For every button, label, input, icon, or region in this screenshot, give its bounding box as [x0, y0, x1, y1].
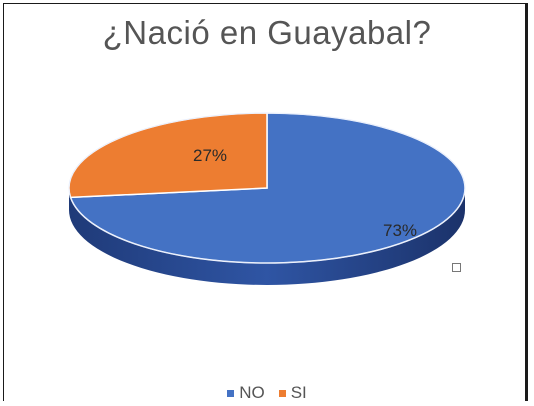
- chart-title: ¿Nació en Guayabal?: [102, 14, 432, 51]
- legend: NO SI: [0, 383, 534, 403]
- legend-swatch-si: [278, 389, 286, 397]
- legend-label-si: SI: [290, 383, 307, 402]
- legend-item-no: NO: [227, 383, 265, 403]
- legend-label-no: NO: [239, 383, 265, 402]
- legend-item-si: SI: [278, 383, 307, 403]
- legend-swatch-no: [227, 389, 235, 397]
- pie-side-no: [69, 188, 465, 285]
- small-square-marker: [452, 263, 461, 272]
- pie-label-no: 73%: [383, 221, 417, 240]
- pie-top-outline: [68, 112, 466, 264]
- chart-frame: [3, 3, 528, 401]
- pie-slice-si: [68, 112, 268, 199]
- pie-label-si: 27%: [193, 146, 227, 165]
